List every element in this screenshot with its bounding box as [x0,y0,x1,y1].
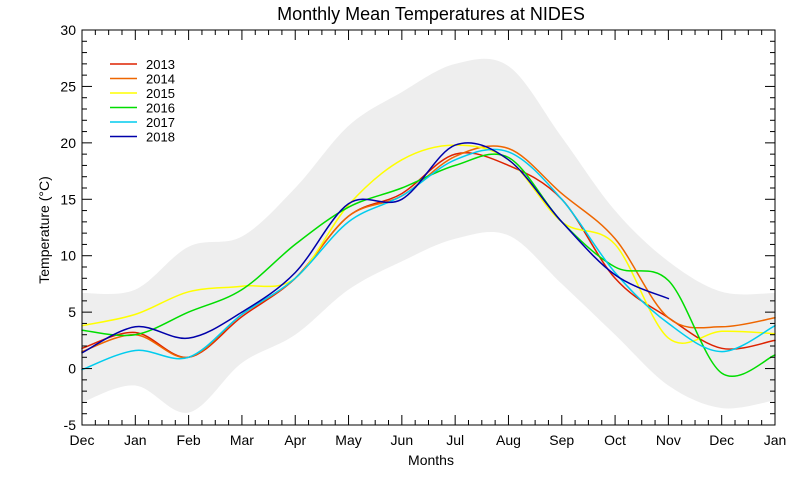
y-tick-label: 0 [68,361,76,377]
x-tick-label: Jan [764,432,787,448]
y-tick-label: -5 [64,417,77,433]
x-tick-label: Mar [230,432,254,448]
x-tick-label: Aug [496,432,521,448]
y-tick-label: 5 [68,304,76,320]
legend-label-2014: 2014 [146,72,175,87]
y-tick-label: 10 [60,248,76,264]
x-tick-label: Dec [70,432,95,448]
series-line-2017 [81,148,776,371]
y-tick-label: 25 [60,78,76,94]
legend-label-2018: 2018 [146,130,175,145]
chart-title: Monthly Mean Temperatures at NIDES [277,4,585,24]
series-line-2018 [81,142,670,354]
x-tick-label: Apr [284,432,306,448]
y-tick-label: 20 [60,135,76,151]
x-tick-label: Dec [709,432,734,448]
series-layer [81,142,776,377]
y-tick-label: 15 [60,191,76,207]
x-tick-label: Jul [446,432,464,448]
envelope-layer [82,58,775,413]
x-tick-label: May [335,432,361,448]
y-tick-label: 30 [60,22,76,38]
series-line-2015 [81,144,776,344]
x-axis-title: Months [408,452,454,468]
x-tick-label: Sep [549,432,574,448]
axes-layer: -5 0 5 10 15 20 25 30 Dec Jan Feb Mar Apr May Jun Jul Au… [60,22,786,448]
x-tick-label: Oct [604,432,626,448]
legend-label-2015: 2015 [146,86,175,101]
y-axis-title: Temperature (°C) [36,176,52,284]
x-tick-label: Nov [656,432,681,448]
x-tick-label: Jan [124,432,147,448]
legend-label-2013: 2013 [146,57,175,72]
climatology-envelope [82,58,775,413]
x-tick-label: Jun [391,432,414,448]
series-line-2016 [81,153,776,377]
legend-label-2016: 2016 [146,101,175,116]
legend-label-2017: 2017 [146,115,175,130]
x-tick-label: Feb [177,432,201,448]
